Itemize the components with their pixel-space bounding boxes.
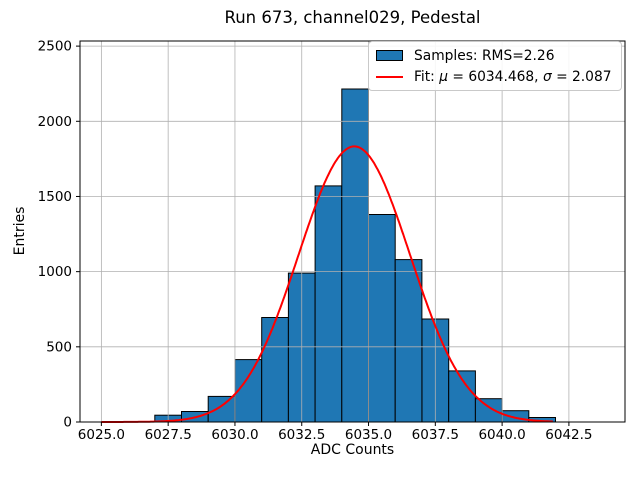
- x-tick-label: 6027.5: [145, 427, 192, 443]
- x-tick-label: 6030.0: [211, 427, 258, 443]
- histogram-bar: [341, 88, 369, 423]
- x-tick-label: 6042.5: [545, 427, 592, 443]
- histogram-bar: [474, 398, 503, 423]
- y-tick-label: 1000: [38, 264, 72, 280]
- x-tick-label: 6032.5: [278, 427, 325, 443]
- fit-curve: [101, 145, 553, 423]
- y-tick-label: 1500: [38, 189, 72, 205]
- fit-line-swatch-icon: [376, 75, 403, 78]
- x-tick-label: 6025.0: [78, 427, 125, 443]
- x-tick-label: 6035.0: [345, 427, 392, 443]
- y-tick-label: 0: [63, 415, 72, 431]
- legend-entry-fit: Fit: μ = 6034.468, σ = 2.087: [376, 69, 615, 85]
- histogram-bar: [207, 395, 236, 423]
- plot-border: [79, 40, 626, 423]
- histogram-bar: [368, 214, 396, 423]
- legend-fit-label: Fit: μ = 6034.468, σ = 2.087: [414, 68, 612, 85]
- legend-samples-label: Samples: RMS=2.26: [414, 47, 555, 64]
- y-tick-label: 2000: [38, 114, 72, 130]
- y-tick-label: 2500: [38, 39, 72, 55]
- histogram-bar: [314, 185, 343, 423]
- legend: Samples: RMS=2.26 Fit: μ = 6034.468, σ =…: [368, 41, 622, 91]
- samples-swatch-icon: [376, 50, 403, 61]
- histogram-bar: [394, 259, 423, 423]
- y-axis-label: Entries: [12, 206, 28, 256]
- y-tick-label: 500: [46, 339, 72, 355]
- legend-entry-samples: Samples: RMS=2.26: [376, 48, 615, 64]
- histogram-bar: [261, 317, 289, 423]
- x-tick-label: 6040.0: [478, 427, 525, 443]
- chart-title: Run 673, channel029, Pedestal: [224, 8, 481, 27]
- x-axis-label: ADC Counts: [310, 442, 395, 458]
- x-tick-label: 6037.5: [412, 427, 459, 443]
